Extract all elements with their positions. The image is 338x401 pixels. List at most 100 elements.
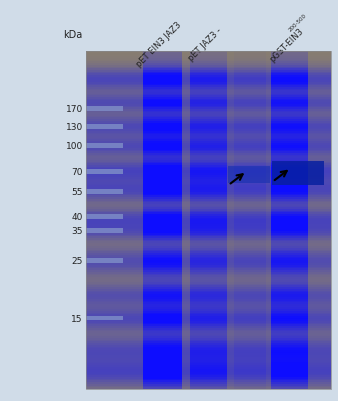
Bar bbox=[271, 159, 308, 160]
Bar bbox=[86, 142, 331, 144]
Bar bbox=[190, 277, 227, 279]
Bar bbox=[86, 303, 331, 304]
Bar bbox=[190, 83, 227, 84]
Bar bbox=[143, 134, 182, 135]
Bar bbox=[86, 124, 123, 129]
Bar bbox=[143, 164, 182, 166]
Bar bbox=[143, 235, 182, 237]
Bar bbox=[235, 264, 266, 265]
Bar bbox=[271, 240, 308, 242]
Bar bbox=[190, 73, 227, 74]
Bar bbox=[235, 310, 266, 311]
Bar bbox=[235, 374, 266, 375]
Bar bbox=[143, 95, 182, 96]
Bar bbox=[143, 277, 182, 279]
Bar bbox=[190, 61, 227, 62]
Bar bbox=[190, 213, 227, 215]
Bar bbox=[86, 330, 331, 331]
Bar bbox=[143, 331, 182, 333]
Bar bbox=[235, 252, 266, 253]
Bar bbox=[86, 255, 331, 257]
Bar bbox=[143, 301, 182, 303]
Bar bbox=[235, 160, 266, 162]
Bar bbox=[235, 247, 266, 249]
Bar bbox=[190, 316, 227, 318]
Bar bbox=[235, 216, 266, 218]
Bar bbox=[143, 318, 182, 320]
Bar bbox=[235, 336, 266, 338]
Bar bbox=[86, 132, 331, 134]
Bar bbox=[190, 96, 227, 98]
Bar bbox=[271, 336, 308, 338]
Bar bbox=[143, 54, 182, 55]
Bar bbox=[143, 346, 182, 348]
Bar bbox=[86, 111, 331, 113]
Bar bbox=[190, 259, 227, 260]
Bar bbox=[271, 318, 308, 320]
Bar bbox=[86, 76, 331, 77]
Bar bbox=[190, 101, 227, 103]
Bar bbox=[235, 304, 266, 306]
Bar bbox=[235, 208, 266, 210]
Bar bbox=[190, 325, 227, 326]
Bar bbox=[190, 99, 227, 101]
Bar bbox=[86, 250, 331, 252]
Text: 25: 25 bbox=[71, 257, 83, 265]
Bar bbox=[143, 88, 182, 89]
Bar bbox=[235, 291, 266, 292]
Bar bbox=[190, 125, 227, 127]
Bar bbox=[235, 245, 266, 247]
Bar bbox=[86, 208, 331, 210]
Bar bbox=[271, 79, 308, 81]
Bar bbox=[235, 326, 266, 328]
Bar bbox=[235, 320, 266, 321]
Bar bbox=[143, 62, 182, 64]
Bar bbox=[143, 279, 182, 281]
Bar bbox=[190, 86, 227, 88]
Bar bbox=[271, 59, 308, 61]
Bar bbox=[190, 62, 227, 64]
Bar bbox=[190, 71, 227, 73]
Bar bbox=[235, 149, 266, 150]
Bar bbox=[235, 188, 266, 189]
Bar bbox=[190, 249, 227, 250]
Bar bbox=[86, 360, 331, 362]
Bar bbox=[143, 170, 182, 172]
Bar bbox=[143, 286, 182, 288]
Bar bbox=[271, 88, 308, 89]
Bar bbox=[271, 111, 308, 113]
Bar bbox=[143, 233, 182, 235]
Bar bbox=[235, 292, 266, 294]
Bar bbox=[235, 147, 266, 149]
Bar bbox=[271, 83, 308, 84]
Bar bbox=[143, 267, 182, 269]
Bar bbox=[271, 189, 308, 191]
Bar bbox=[271, 176, 308, 177]
Bar bbox=[190, 149, 227, 150]
Bar bbox=[271, 91, 308, 93]
Bar bbox=[86, 157, 331, 159]
Bar bbox=[190, 381, 227, 382]
Bar bbox=[143, 355, 182, 357]
Bar bbox=[86, 316, 123, 321]
Bar bbox=[190, 374, 227, 375]
Bar bbox=[86, 289, 331, 291]
Bar bbox=[86, 166, 331, 167]
Bar bbox=[86, 147, 331, 149]
Bar bbox=[143, 269, 182, 271]
Bar bbox=[235, 203, 266, 205]
Bar bbox=[271, 233, 308, 235]
Bar bbox=[143, 265, 182, 267]
Bar bbox=[271, 206, 308, 208]
Bar bbox=[86, 308, 331, 310]
Bar bbox=[271, 320, 308, 321]
Bar bbox=[235, 169, 266, 170]
Bar bbox=[143, 371, 182, 372]
Bar bbox=[190, 66, 227, 67]
Bar bbox=[143, 237, 182, 238]
Bar bbox=[190, 116, 227, 118]
Bar bbox=[271, 140, 308, 142]
Bar bbox=[235, 299, 266, 301]
Bar bbox=[235, 174, 266, 176]
Bar bbox=[190, 120, 227, 122]
